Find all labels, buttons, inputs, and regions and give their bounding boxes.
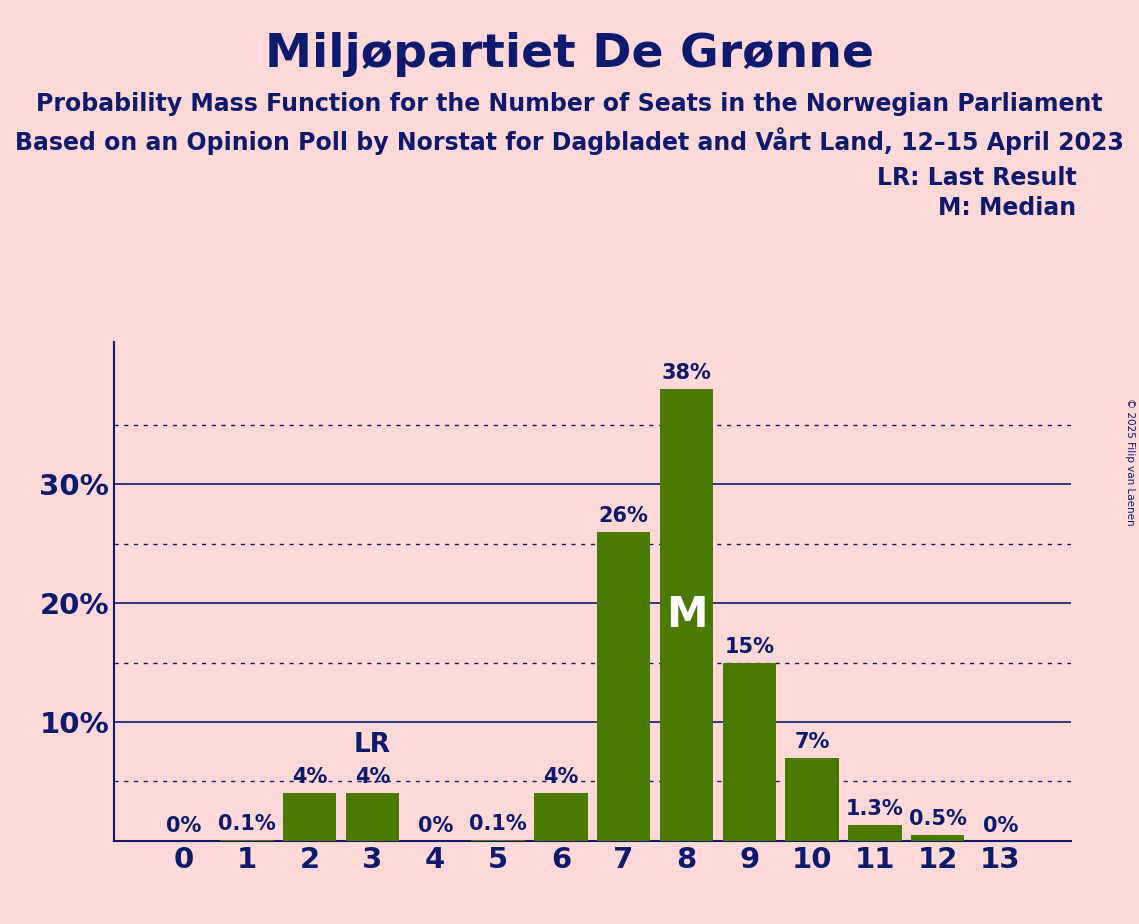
- Text: 38%: 38%: [662, 363, 712, 383]
- Bar: [722, 663, 776, 841]
- Text: Miljøpartiet De Grønne: Miljøpartiet De Grønne: [265, 32, 874, 78]
- Bar: [346, 794, 399, 841]
- Text: Probability Mass Function for the Number of Seats in the Norwegian Parliament: Probability Mass Function for the Number…: [36, 92, 1103, 116]
- Bar: [659, 389, 713, 841]
- Text: 26%: 26%: [599, 506, 648, 526]
- Text: Based on an Opinion Poll by Norstat for Dagbladet and Vårt Land, 12–15 April 202: Based on an Opinion Poll by Norstat for …: [15, 128, 1124, 155]
- Text: 0%: 0%: [983, 816, 1018, 836]
- Text: M: Median: M: Median: [939, 196, 1076, 220]
- Text: 4%: 4%: [354, 767, 391, 787]
- Bar: [534, 794, 588, 841]
- Bar: [472, 840, 525, 841]
- Text: 0%: 0%: [166, 816, 202, 836]
- Text: LR: LR: [354, 732, 391, 758]
- Text: LR: Last Result: LR: Last Result: [877, 166, 1076, 190]
- Text: 1.3%: 1.3%: [846, 799, 903, 820]
- Bar: [220, 840, 273, 841]
- Text: 0.1%: 0.1%: [469, 814, 527, 833]
- Text: M: M: [665, 594, 707, 636]
- Bar: [786, 758, 838, 841]
- Text: 0.1%: 0.1%: [218, 814, 276, 833]
- Bar: [849, 825, 902, 841]
- Text: 4%: 4%: [292, 767, 327, 787]
- Text: 0.5%: 0.5%: [909, 808, 967, 829]
- Text: 4%: 4%: [543, 767, 579, 787]
- Text: © 2025 Filip van Laenen: © 2025 Filip van Laenen: [1125, 398, 1134, 526]
- Bar: [911, 835, 965, 841]
- Text: 7%: 7%: [794, 732, 830, 752]
- Bar: [597, 532, 650, 841]
- Bar: [282, 794, 336, 841]
- Text: 15%: 15%: [724, 637, 775, 657]
- Text: 0%: 0%: [418, 816, 453, 836]
